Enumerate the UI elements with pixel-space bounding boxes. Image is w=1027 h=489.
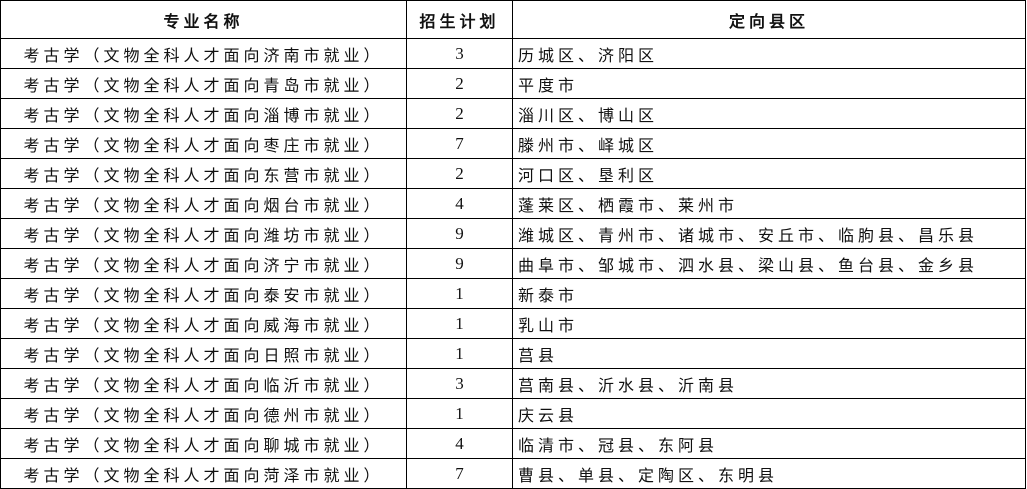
header-major: 专业名称: [0, 0, 407, 39]
enrollment-plan: 2: [406, 98, 513, 129]
enrollment-plan: 1: [406, 278, 513, 309]
target-areas: 滕州市、峄城区: [512, 128, 1026, 159]
enrollment-plan: 2: [406, 158, 513, 189]
target-areas: 曲阜市、邹城市、泗水县、梁山县、鱼台县、金乡县: [512, 248, 1026, 279]
enrollment-plan: 1: [406, 338, 513, 369]
table-row: 考古学（文物全科人才面向聊城市就业） 4 临清市、冠县、东阿县: [0, 428, 1026, 459]
major-name: 考古学（文物全科人才面向菏泽市就业）: [0, 458, 407, 489]
target-areas: 莒县: [512, 338, 1026, 369]
table-row: 考古学（文物全科人才面向烟台市就业） 4 蓬莱区、栖霞市、莱州市: [0, 188, 1026, 219]
enrollment-plan: 7: [406, 128, 513, 159]
major-name: 考古学（文物全科人才面向淄博市就业）: [0, 98, 407, 129]
table-row: 考古学（文物全科人才面向潍坊市就业） 9 潍城区、青州市、诸城市、安丘市、临朐县、昌…: [0, 218, 1026, 249]
table-row: 考古学（文物全科人才面向德州市就业） 1 庆云县: [0, 398, 1026, 429]
major-name: 考古学（文物全科人才面向济宁市就业）: [0, 248, 407, 279]
header-plan: 招生计划: [406, 0, 513, 39]
header-areas: 定向县区: [512, 0, 1026, 39]
target-areas: 河口区、垦利区: [512, 158, 1026, 189]
enrollment-plan: 2: [406, 68, 513, 99]
enrollment-plan: 1: [406, 398, 513, 429]
enrollment-plan: 4: [406, 428, 513, 459]
table-row: 考古学（文物全科人才面向东营市就业） 2 河口区、垦利区: [0, 158, 1026, 189]
enrollment-plan: 7: [406, 458, 513, 489]
table-row: 考古学（文物全科人才面向济宁市就业） 9 曲阜市、邹城市、泗水县、梁山县、鱼台县、金…: [0, 248, 1026, 279]
target-areas: 庆云县: [512, 398, 1026, 429]
major-name: 考古学（文物全科人才面向东营市就业）: [0, 158, 407, 189]
table-row: 考古学（文物全科人才面向枣庄市就业） 7 滕州市、峄城区: [0, 128, 1026, 159]
table-row: 考古学（文物全科人才面向泰安市就业） 1 新泰市: [0, 278, 1026, 309]
target-areas: 平度市: [512, 68, 1026, 99]
major-name: 考古学（文物全科人才面向日照市就业）: [0, 338, 407, 369]
major-name: 考古学（文物全科人才面向济南市就业）: [0, 38, 407, 69]
enrollment-plan: 3: [406, 38, 513, 69]
major-name: 考古学（文物全科人才面向烟台市就业）: [0, 188, 407, 219]
major-name: 考古学（文物全科人才面向临沂市就业）: [0, 368, 407, 399]
target-areas: 历城区、济阳区: [512, 38, 1026, 69]
table-row: 考古学（文物全科人才面向淄博市就业） 2 淄川区、博山区: [0, 98, 1026, 129]
target-areas: 莒南县、沂水县、沂南县: [512, 368, 1026, 399]
major-name: 考古学（文物全科人才面向聊城市就业）: [0, 428, 407, 459]
major-name: 考古学（文物全科人才面向青岛市就业）: [0, 68, 407, 99]
enrollment-plan: 1: [406, 308, 513, 339]
major-name: 考古学（文物全科人才面向德州市就业）: [0, 398, 407, 429]
target-areas: 淄川区、博山区: [512, 98, 1026, 129]
header-row: 专业名称 招生计划 定向县区: [0, 0, 1026, 39]
target-areas: 新泰市: [512, 278, 1026, 309]
table-row: 考古学（文物全科人才面向临沂市就业） 3 莒南县、沂水县、沂南县: [0, 368, 1026, 399]
enrollment-plan: 3: [406, 368, 513, 399]
major-name: 考古学（文物全科人才面向威海市就业）: [0, 308, 407, 339]
table-row: 考古学（文物全科人才面向菏泽市就业） 7 曹县、单县、定陶区、东明县: [0, 458, 1026, 489]
target-areas: 临清市、冠县、东阿县: [512, 428, 1026, 459]
target-areas: 曹县、单县、定陶区、东明县: [512, 458, 1026, 489]
target-areas: 蓬莱区、栖霞市、莱州市: [512, 188, 1026, 219]
enrollment-plan: 9: [406, 248, 513, 279]
major-name: 考古学（文物全科人才面向泰安市就业）: [0, 278, 407, 309]
table-row: 考古学（文物全科人才面向青岛市就业） 2 平度市: [0, 68, 1026, 99]
target-areas: 潍城区、青州市、诸城市、安丘市、临朐县、昌乐县: [512, 218, 1026, 249]
major-name: 考古学（文物全科人才面向枣庄市就业）: [0, 128, 407, 159]
target-areas: 乳山市: [512, 308, 1026, 339]
table-row: 考古学（文物全科人才面向济南市就业） 3 历城区、济阳区: [0, 38, 1026, 69]
enrollment-plan: 4: [406, 188, 513, 219]
table-row: 考古学（文物全科人才面向威海市就业） 1 乳山市: [0, 308, 1026, 339]
table-row: 考古学（文物全科人才面向日照市就业） 1 莒县: [0, 338, 1026, 369]
major-name: 考古学（文物全科人才面向潍坊市就业）: [0, 218, 407, 249]
enrollment-plan: 9: [406, 218, 513, 249]
